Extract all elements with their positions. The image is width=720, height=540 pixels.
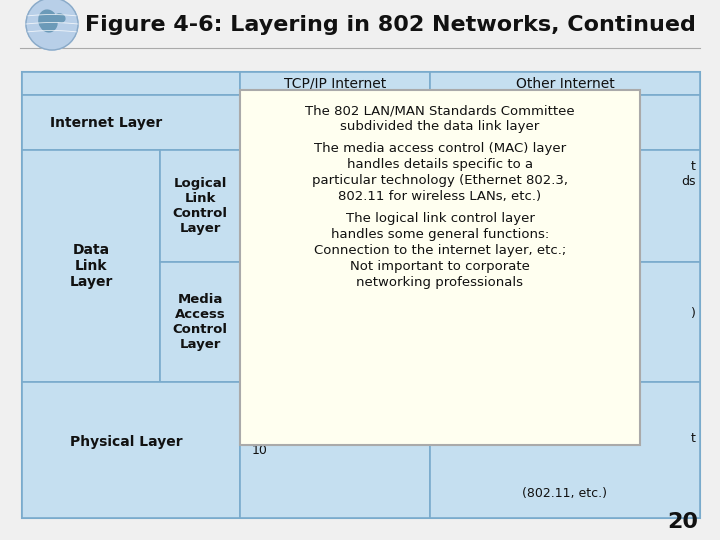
Text: The media access control (MAC) layer: The media access control (MAC) layer: [314, 142, 566, 155]
Text: Media
Access
Control
Layer: Media Access Control Layer: [173, 293, 228, 351]
Bar: [22, 382, 240, 518]
Bar: [430, 95, 700, 150]
Text: The 802 LAN/MAN Standards Committee: The 802 LAN/MAN Standards Committee: [305, 104, 575, 117]
Text: 10: 10: [252, 443, 268, 456]
Text: handles some general functions:: handles some general functions:: [331, 228, 549, 241]
Text: Connection to the internet layer, etc.;: Connection to the internet layer, etc.;: [314, 244, 566, 257]
Bar: [22, 95, 240, 150]
Bar: [160, 262, 240, 382]
Bar: [22, 72, 240, 95]
Text: subdivided the data link layer: subdivided the data link layer: [341, 120, 539, 133]
Bar: [430, 72, 700, 95]
Bar: [160, 150, 240, 262]
Bar: [22, 72, 700, 518]
Text: particular technology (Ethernet 802.3,: particular technology (Ethernet 802.3,: [312, 174, 568, 187]
Bar: [0, 0, 720, 50]
Text: 802.11 for wireless LANs, etc.): 802.11 for wireless LANs, etc.): [338, 190, 541, 203]
Circle shape: [26, 0, 78, 50]
Bar: [240, 90, 640, 445]
Text: Physical Layer: Physical Layer: [70, 435, 182, 449]
Ellipse shape: [39, 10, 57, 32]
Text: TCP/IP Internet: TCP/IP Internet: [284, 77, 386, 91]
Text: handles details specific to a: handles details specific to a: [347, 158, 533, 171]
Text: Internet Layer: Internet Layer: [50, 116, 162, 130]
Text: t: t: [691, 431, 696, 444]
Bar: [430, 262, 700, 382]
Text: Data
Link
Layer: Data Link Layer: [69, 243, 113, 289]
Bar: [240, 262, 430, 382]
Text: Logical
Link
Control
Layer: Logical Link Control Layer: [173, 177, 228, 235]
Text: Figure 4-6: Layering in 802 Networks, Continued: Figure 4-6: Layering in 802 Networks, Co…: [84, 15, 696, 35]
Text: Not important to corporate: Not important to corporate: [350, 260, 530, 273]
Text: Other Internet: Other Internet: [516, 77, 614, 91]
Text: t: t: [691, 160, 696, 173]
Text: ds: ds: [682, 175, 696, 188]
Text: (802.11, etc.): (802.11, etc.): [523, 487, 608, 500]
Text: 20: 20: [667, 512, 698, 532]
Bar: [240, 72, 430, 95]
Bar: [240, 150, 430, 262]
Bar: [22, 150, 160, 382]
Ellipse shape: [55, 14, 65, 22]
Text: networking professionals: networking professionals: [356, 276, 523, 289]
Bar: [430, 150, 700, 262]
Bar: [240, 382, 430, 518]
Text: ): ): [691, 307, 696, 321]
Bar: [240, 95, 430, 150]
Bar: [430, 382, 700, 518]
Text: The logical link control layer: The logical link control layer: [346, 212, 534, 225]
